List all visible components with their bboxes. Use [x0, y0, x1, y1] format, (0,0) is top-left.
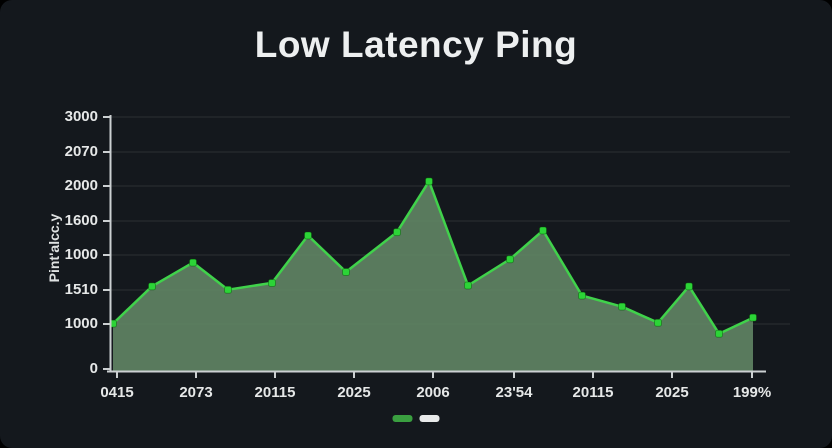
- data-point-marker: [715, 329, 723, 338]
- y-tick-label: 2070: [64, 143, 98, 160]
- data-point-marker: [425, 177, 433, 186]
- x-tick-label: 2073: [179, 384, 213, 401]
- y-tick-label: 3000: [64, 108, 98, 125]
- x-tick-label: 2025: [655, 384, 689, 401]
- legend: [392, 415, 440, 422]
- x-tick-label: 20115: [572, 384, 614, 401]
- x-tick-label: 2025: [337, 384, 371, 401]
- x-tick-label: 2006: [416, 384, 450, 401]
- data-point-marker: [539, 226, 547, 235]
- data-point-marker: [618, 302, 626, 311]
- data-point-marker: [654, 318, 662, 327]
- data-point-marker: [464, 281, 472, 290]
- series-line: [111, 180, 755, 335]
- data-point-marker: [506, 255, 514, 264]
- area-fill: [113, 181, 753, 371]
- chart-title: Low Latency Ping: [254, 24, 578, 65]
- x-tick-label: 199%: [732, 384, 772, 401]
- data-point-marker: [224, 285, 232, 294]
- data-point-marker: [342, 267, 350, 276]
- data-point-marker: [685, 282, 693, 291]
- y-tick-label: 0: [89, 360, 98, 377]
- data-point-marker: [189, 258, 197, 267]
- y-tick-label: 1000: [64, 246, 98, 263]
- x-tick-label: 23'54: [495, 384, 533, 401]
- data-point-marker: [749, 313, 757, 322]
- data-point-marker: [578, 291, 586, 300]
- x-tick-label: 0415: [100, 384, 134, 401]
- y-tick-label: 1600: [64, 212, 98, 229]
- data-point-marker: [393, 228, 401, 237]
- legend-swatch-secondary: [419, 415, 440, 422]
- y-tick-label: 1510: [64, 281, 98, 298]
- legend-swatch-primary: [392, 415, 413, 422]
- x-tick-label: 20115: [254, 384, 296, 401]
- data-point-marker: [148, 282, 156, 291]
- y-tick-label: 2000: [64, 177, 98, 194]
- data-point-marker: [268, 278, 276, 287]
- data-point-marker: [304, 231, 312, 240]
- y-tick-label: 1000: [64, 315, 98, 332]
